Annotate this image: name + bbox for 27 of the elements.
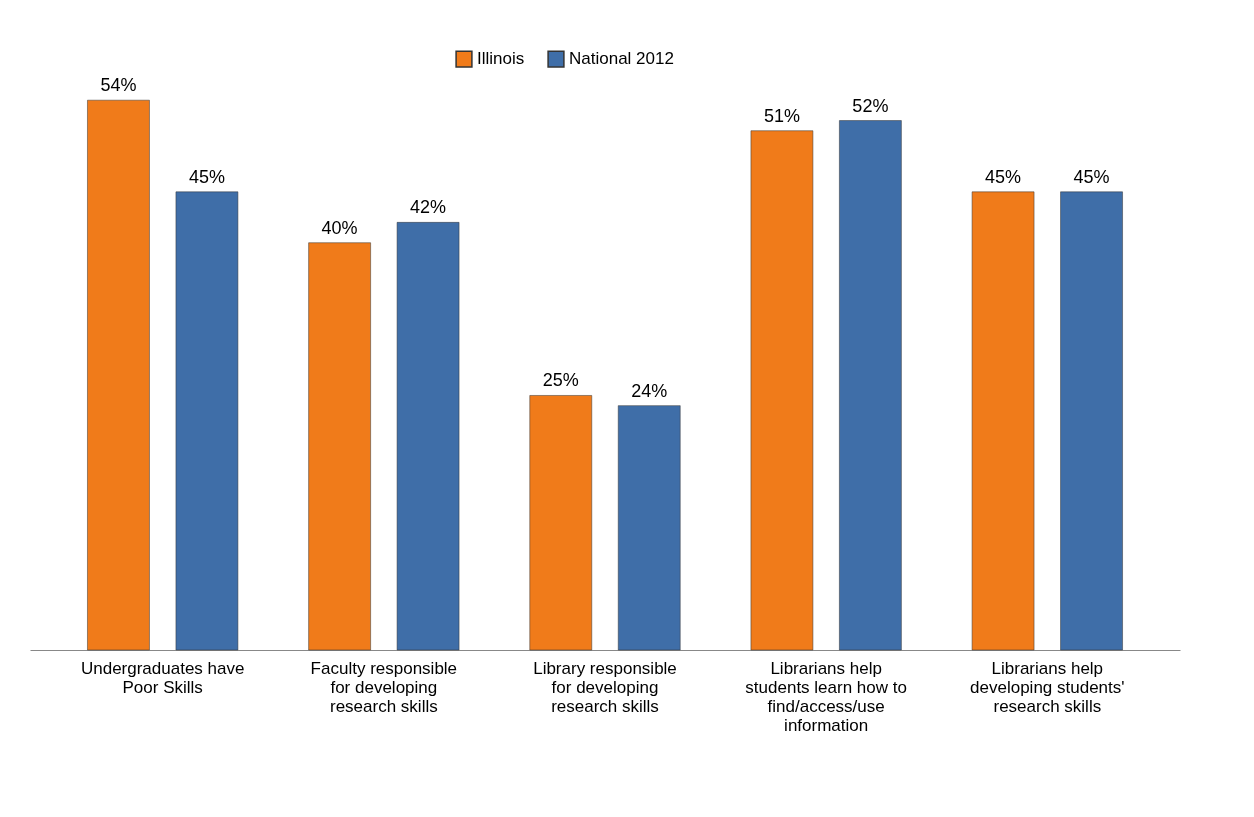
bar bbox=[1060, 191, 1123, 651]
data-label: 45% bbox=[1073, 166, 1110, 187]
data-label: 45% bbox=[188, 166, 225, 187]
legend-label: Illinois bbox=[477, 49, 525, 69]
legend-label: National 2012 bbox=[569, 49, 674, 69]
bar bbox=[617, 405, 681, 651]
data-label: 45% bbox=[985, 166, 1022, 187]
bar bbox=[750, 130, 814, 651]
data-label: 51% bbox=[763, 105, 800, 126]
x-tick-label: Librarians help developing students' research skills bbox=[970, 658, 1125, 716]
data-label: 40% bbox=[321, 217, 358, 238]
bar bbox=[175, 191, 239, 651]
bar bbox=[529, 395, 593, 651]
data-label: 54% bbox=[100, 75, 137, 96]
bar bbox=[87, 99, 150, 651]
data-label: 42% bbox=[410, 197, 447, 218]
data-label: 24% bbox=[631, 380, 668, 401]
bar bbox=[396, 222, 460, 651]
bar bbox=[308, 242, 371, 651]
data-label: 52% bbox=[852, 95, 889, 116]
x-tick-label: Librarians help students learn how to find/access/use information bbox=[745, 658, 907, 735]
data-label: 25% bbox=[542, 370, 579, 391]
bar bbox=[839, 120, 902, 651]
x-tick-label: Faculty responsible for developing research skills bbox=[310, 658, 458, 716]
x-tick-label: Library responsible for developing research skills bbox=[533, 658, 677, 716]
x-tick-label: Undergraduates have Poor Skills bbox=[80, 658, 245, 697]
bar bbox=[971, 191, 1035, 651]
